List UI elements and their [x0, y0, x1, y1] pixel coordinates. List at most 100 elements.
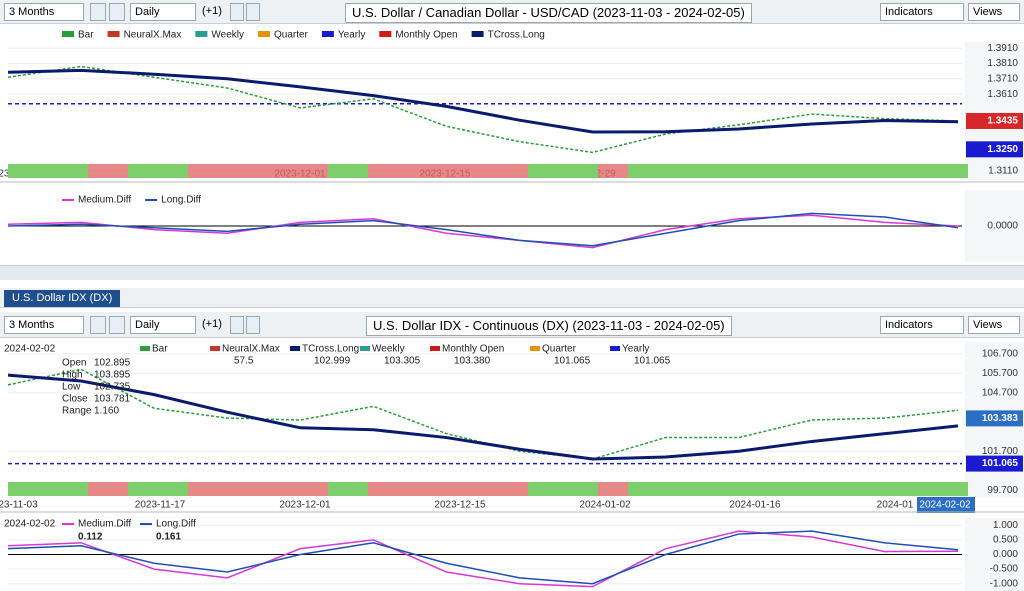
- info-label: Range: [62, 406, 92, 417]
- indicators-menu[interactable]: Indicators: [880, 316, 964, 334]
- legend-label: TCross.Long: [302, 344, 359, 355]
- signal-strip-green: [628, 164, 968, 178]
- signal-strip-green: [128, 164, 188, 178]
- medium-diff-line: [7, 530, 959, 588]
- long-diff-line: [7, 530, 959, 585]
- info-value: 103.895: [94, 370, 131, 381]
- search-button[interactable]: [760, 316, 788, 334]
- remove-button[interactable]: [246, 316, 260, 334]
- info-value: 102.735: [94, 382, 131, 393]
- medium-diff-line: [7, 214, 959, 249]
- info-value: 103.781: [94, 394, 131, 405]
- legend-value: 0.112: [78, 532, 103, 543]
- price-tag-label: 1.3435: [987, 116, 1018, 127]
- y-tick-label: 104.700: [982, 387, 1019, 398]
- legend-value: 57.5: [234, 356, 254, 367]
- x-tick-label: 2023-11-17: [135, 500, 186, 511]
- y-tick-label: -1.000: [990, 578, 1019, 589]
- interval-select[interactable]: Daily: [130, 316, 196, 334]
- panel-bg: [0, 342, 1024, 498]
- zoom-out[interactable]: [109, 3, 125, 21]
- legend-swatch: [360, 346, 370, 351]
- search-button[interactable]: [760, 3, 788, 21]
- views-menu[interactable]: Views: [968, 316, 1020, 334]
- legend-value: 103.305: [384, 356, 421, 367]
- signal-strip-green: [128, 482, 188, 496]
- tcross-long-line: [7, 373, 959, 461]
- legend-swatch: [379, 31, 392, 37]
- legend-swatch: [610, 346, 620, 351]
- y-tick-label: 1.3110: [988, 165, 1018, 176]
- legend-swatch: [195, 31, 208, 37]
- y-tick-label: 101.700: [982, 446, 1019, 457]
- tcross-long-line: [7, 68, 959, 134]
- legend-label: NeuralX.Max: [222, 344, 280, 355]
- symbol-title[interactable]: U.S. Dollar / Canadian Dollar - USD/CAD …: [345, 3, 752, 23]
- legend-swatch: [62, 31, 74, 37]
- y-tick-label: 0.000: [993, 549, 1018, 560]
- legend-value: 101.065: [554, 356, 591, 367]
- legend-swatch: [430, 346, 440, 351]
- symbol-tab[interactable]: U.S. Dollar IDX (DX): [4, 290, 121, 307]
- legend-swatch: [257, 31, 270, 37]
- legend-value: 0.161: [156, 532, 181, 543]
- zoom-in[interactable]: [90, 3, 106, 21]
- y-tick-label: -0.500: [990, 564, 1019, 575]
- views-menu[interactable]: Views: [968, 3, 1020, 21]
- signal-strip-green: [528, 482, 598, 496]
- info-value: 1.160: [94, 406, 119, 417]
- x-tick-label: 2024-02-02: [919, 500, 971, 511]
- info-label: Low: [62, 382, 81, 393]
- info-value: 102.895: [94, 358, 131, 369]
- info-date: 2024-02-02: [4, 344, 56, 355]
- scrollbar[interactable]: [0, 265, 1024, 280]
- legend-label: NeuralX.Max: [124, 30, 182, 41]
- legend-swatch: [290, 346, 300, 351]
- price-tag: [966, 455, 1023, 472]
- legend-value: 101.065: [634, 356, 671, 367]
- x-tick-label: 2023-12-15: [434, 500, 486, 511]
- x-tick-label: 23-11-03: [0, 500, 38, 511]
- long-diff-line: [7, 212, 959, 247]
- legend-swatch: [530, 346, 540, 351]
- legend-label: Monthly Open: [395, 30, 457, 41]
- add-button[interactable]: [230, 3, 244, 21]
- zoom-out[interactable]: [109, 316, 125, 334]
- info-label: Close: [62, 394, 88, 405]
- legend-swatch: [140, 346, 150, 351]
- tab-bar: [0, 288, 1024, 308]
- signal-strip-green: [328, 164, 368, 178]
- close-line: [7, 368, 959, 460]
- legend-swatch: [321, 31, 334, 37]
- remove-button[interactable]: [246, 3, 260, 21]
- zoom-in[interactable]: [90, 316, 106, 334]
- y-tick-label: 1.3910: [987, 43, 1018, 54]
- offset: (+1): [202, 318, 222, 330]
- offset: (+1): [202, 5, 222, 17]
- x-tick-label: 2024-01-02: [579, 500, 631, 511]
- interval-select[interactable]: Daily: [130, 3, 196, 21]
- y-tick-label: 0.500: [993, 535, 1018, 546]
- y-tick-label: 0.0000: [987, 221, 1018, 232]
- indicators-menu[interactable]: Indicators: [880, 3, 964, 21]
- signal-strip-green: [8, 164, 88, 178]
- add-button[interactable]: [230, 316, 244, 334]
- y-tick-label: 1.3710: [987, 73, 1018, 84]
- legend-label: Yearly: [622, 344, 649, 355]
- info-label: Open: [62, 358, 86, 369]
- legend-label: Yearly: [338, 30, 365, 41]
- close-line: [7, 65, 959, 154]
- y-tick-label: 105.700: [982, 368, 1019, 379]
- period-select[interactable]: 3 Months: [4, 3, 84, 21]
- legend-label: Medium.Diff: [78, 195, 131, 206]
- price-tag: [966, 112, 1023, 129]
- price-tag-label: 101.065: [982, 458, 1019, 469]
- x-tick-label: 2023-12-01: [279, 500, 331, 511]
- y-tick-label: 1.3610: [987, 89, 1018, 100]
- symbol-title[interactable]: U.S. Dollar IDX - Continuous (DX) (2023-…: [366, 316, 732, 336]
- period-select[interactable]: 3 Months: [4, 316, 84, 334]
- price-tag-label: 103.383: [982, 413, 1019, 424]
- axis-bg: [965, 518, 1024, 591]
- legend-swatch: [471, 31, 484, 37]
